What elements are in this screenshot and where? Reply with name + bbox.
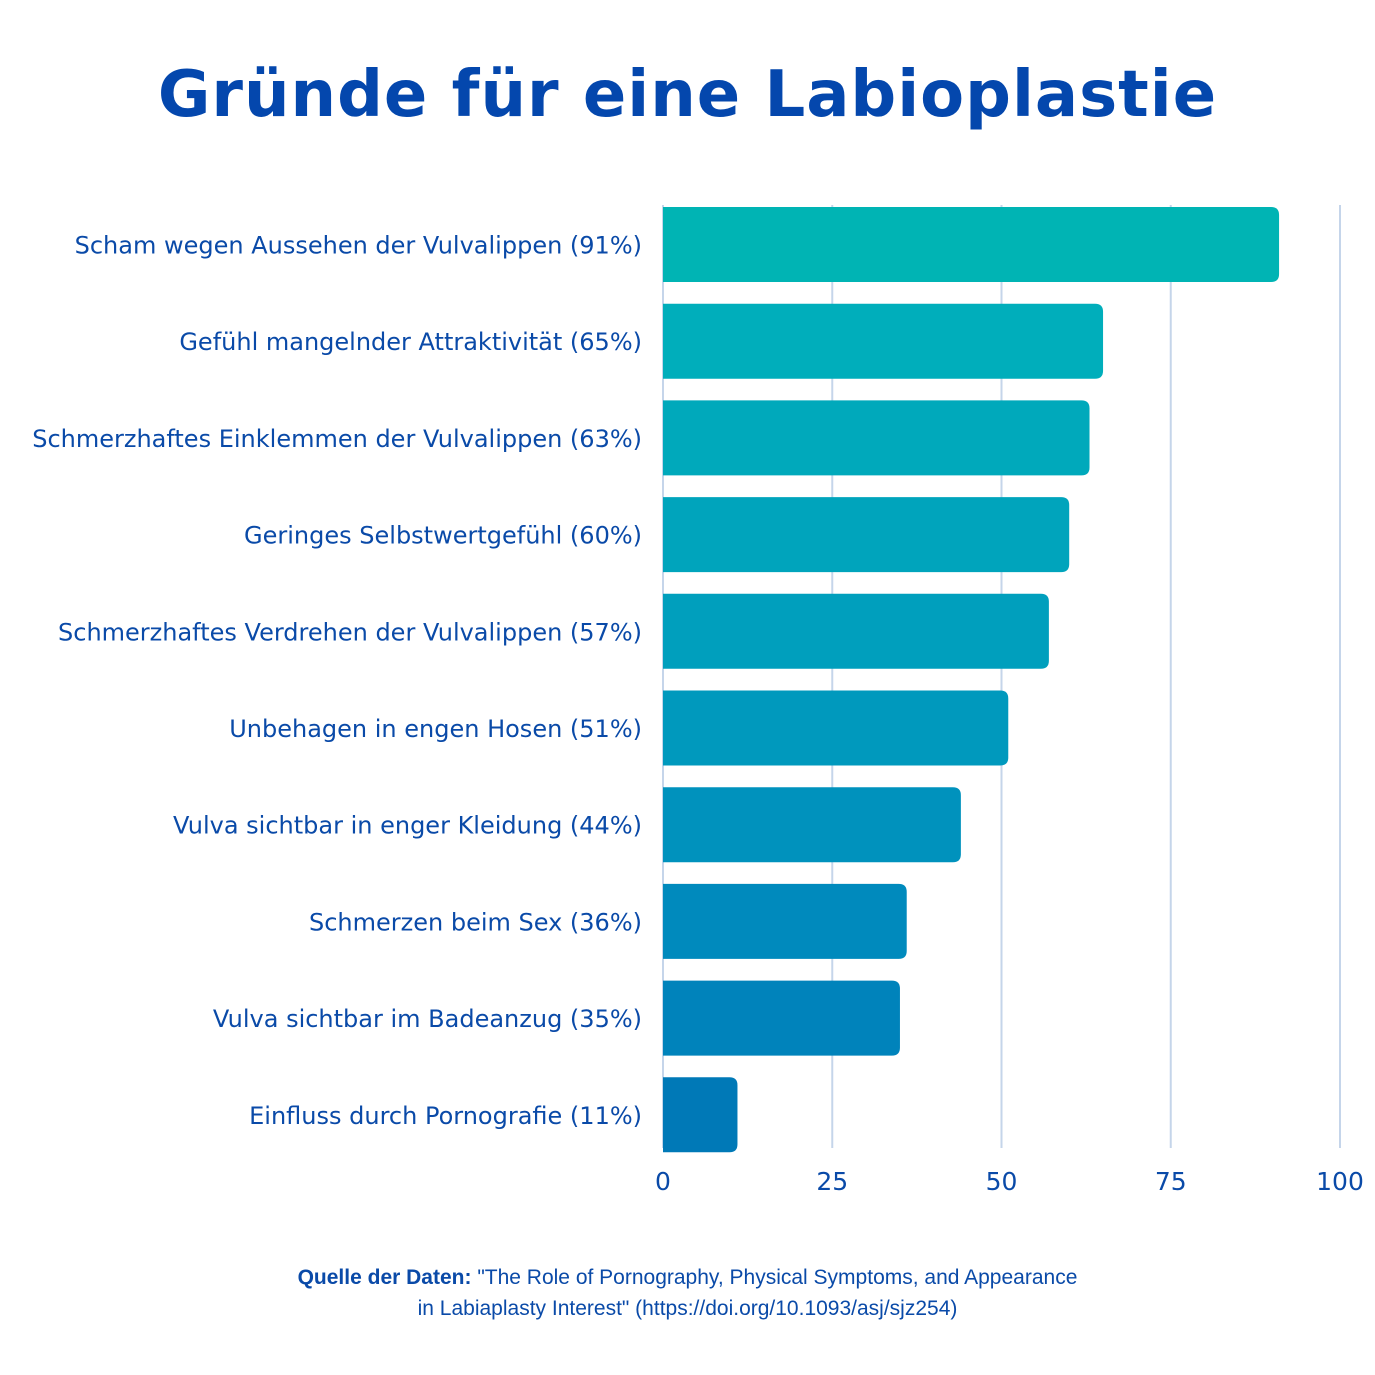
- bar: [663, 400, 1090, 476]
- category-label: Scham wegen Aussehen der Vulvalippen (91…: [75, 232, 642, 260]
- category-label: Vulva sichtbar in enger Kleidung (44%): [173, 812, 642, 840]
- category-label: Schmerzhaftes Verdrehen der Vulvalippen …: [58, 618, 642, 646]
- source-label: Quelle der Daten:: [297, 1266, 472, 1289]
- bar: [663, 883, 907, 959]
- source-text-line2: in Labiaplasty Interest" (https://doi.or…: [417, 1297, 958, 1320]
- bar: [663, 593, 1049, 669]
- x-tick-label: 0: [655, 1167, 671, 1196]
- bar: [663, 787, 961, 863]
- x-tick-label: 75: [1155, 1167, 1187, 1196]
- category-label: Unbehagen in engen Hosen (51%): [229, 715, 642, 743]
- x-tick-label: 50: [986, 1167, 1018, 1196]
- category-label: Geringes Selbstwertgefühl (60%): [244, 522, 642, 550]
- category-label: Schmerzhaftes Einklemmen der Vulvalippen…: [32, 425, 642, 453]
- category-label: Gefühl mangelnder Attraktivität (65%): [179, 328, 642, 356]
- bar: [663, 690, 1009, 766]
- category-label: Vulva sichtbar im Badeanzug (35%): [213, 1005, 642, 1033]
- x-tick-label: 25: [816, 1167, 848, 1196]
- source-text-line1: "The Role of Pornography, Physical Sympt…: [471, 1266, 1078, 1289]
- bar: [663, 497, 1070, 573]
- category-label: Schmerzen beim Sex (36%): [309, 908, 642, 936]
- chart-title: Gründe für eine Labioplastie: [157, 58, 1218, 132]
- bar: [663, 980, 900, 1056]
- bar: [663, 207, 1280, 282]
- bar: [663, 303, 1104, 379]
- bar: [663, 1077, 738, 1153]
- category-label: Einfluss durch Pornografie (11%): [249, 1102, 642, 1130]
- x-tick-label: 100: [1316, 1167, 1364, 1196]
- source-note: Quelle der Daten: "The Role of Pornograp…: [0, 1262, 1375, 1324]
